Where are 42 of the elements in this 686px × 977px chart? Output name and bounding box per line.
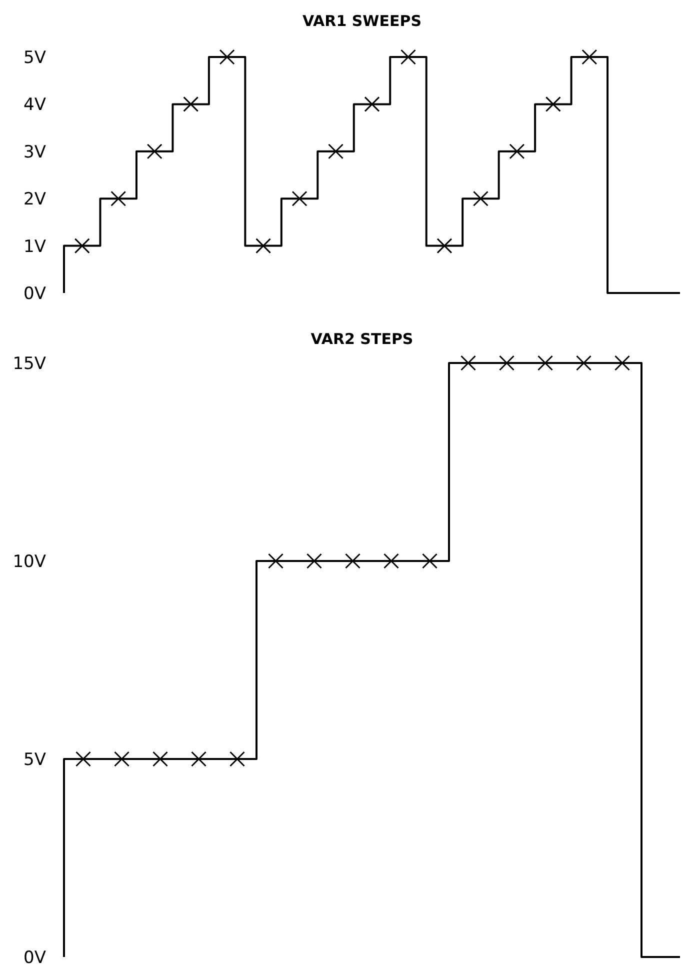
point bbox=[582, 49, 598, 65]
point bbox=[576, 355, 592, 371]
point bbox=[345, 553, 360, 569]
point bbox=[545, 96, 561, 112]
point bbox=[114, 751, 130, 767]
y-tick-label: 15V bbox=[12, 354, 46, 374]
point bbox=[110, 190, 126, 206]
point bbox=[614, 355, 630, 371]
point bbox=[230, 751, 245, 767]
point bbox=[268, 553, 284, 569]
point bbox=[364, 96, 380, 112]
chart-title: VAR2 STEPS bbox=[310, 330, 414, 348]
point bbox=[328, 144, 344, 160]
point bbox=[509, 144, 525, 160]
point bbox=[306, 553, 322, 569]
y-tick-label: 5V bbox=[24, 750, 46, 770]
y-tick-label: 4V bbox=[24, 95, 46, 116]
point bbox=[183, 96, 199, 112]
point bbox=[460, 355, 476, 371]
y-tick-label: 0V bbox=[24, 948, 46, 968]
point bbox=[538, 355, 553, 371]
point bbox=[152, 751, 168, 767]
point bbox=[219, 49, 235, 65]
y-tick-label: 2V bbox=[24, 190, 46, 210]
point bbox=[256, 238, 272, 254]
point bbox=[400, 49, 416, 65]
point bbox=[499, 355, 514, 371]
point bbox=[422, 553, 438, 569]
point bbox=[384, 553, 399, 569]
point bbox=[76, 751, 91, 767]
y-tick-label: 5V bbox=[24, 48, 46, 68]
y-tick-label: 10V bbox=[12, 552, 46, 572]
y-tick-label: 0V bbox=[24, 284, 46, 304]
point bbox=[191, 751, 206, 767]
point bbox=[436, 238, 452, 254]
y-tick-label: 1V bbox=[24, 236, 46, 257]
point bbox=[146, 144, 162, 160]
chart-title: VAR1 SWEEPS bbox=[302, 12, 422, 30]
point bbox=[74, 238, 90, 254]
point bbox=[292, 190, 308, 206]
y-tick-label: 3V bbox=[24, 142, 46, 162]
point bbox=[472, 190, 488, 206]
